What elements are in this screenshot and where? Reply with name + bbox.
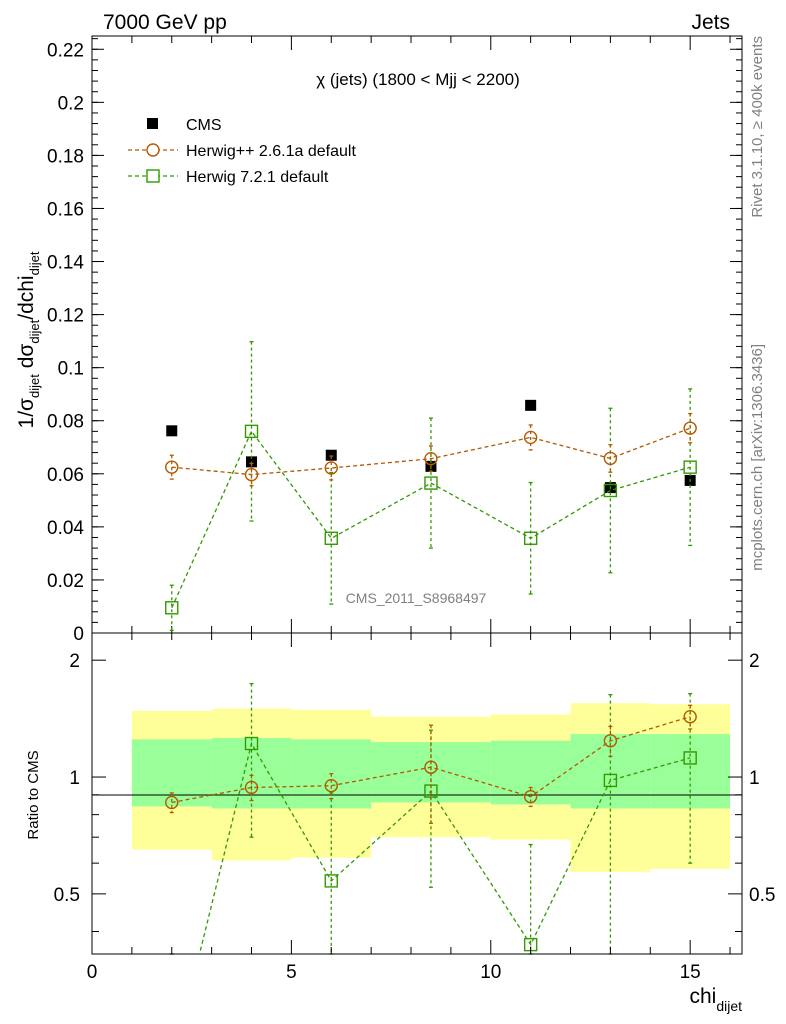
y-axis-label-main: 1/σdijet dσdijet/dchidijet xyxy=(15,251,42,428)
x-tick-label: 5 xyxy=(286,962,297,983)
header-right: Jets xyxy=(691,11,730,34)
ratio-herwig-pp-point xyxy=(523,789,538,804)
x-tick-label: 10 xyxy=(480,962,501,983)
main-panel: 0 0.02 0.04 0.06 0.08 0.1 0.12 0.14 0.16 0.18 0.2 0… xyxy=(15,35,743,645)
herwig7-point xyxy=(324,531,338,545)
main-series xyxy=(165,341,697,631)
herwig-pp-point xyxy=(165,460,179,474)
ratio-herwig7-point xyxy=(244,736,259,751)
ratio-herwig7-point xyxy=(603,773,618,788)
plot-title: χ (jets) (1800 < Mjj < 2200) xyxy=(316,70,520,89)
y-tick-label: 0.16 xyxy=(47,199,84,220)
legend-item-herwig-pp: Herwig++ 2.6.1a default xyxy=(128,143,356,160)
herwig7-point xyxy=(165,601,179,615)
herwig7-point xyxy=(523,531,538,545)
rivet-label: Rivet 3.1.10, ≥ 400k events xyxy=(749,36,766,218)
cms-point xyxy=(325,449,337,461)
ratio-herwig-pp-point xyxy=(165,795,179,810)
ratio-herwig7-point xyxy=(424,784,438,798)
legend-marker-cms xyxy=(147,118,158,129)
herwig7-point xyxy=(244,424,259,439)
x-axis-label: chidijet xyxy=(689,985,742,1014)
herwig7-point xyxy=(424,476,438,490)
herwig-pp-point xyxy=(424,451,438,466)
y-tick-label: 0.04 xyxy=(47,518,84,539)
cms-point xyxy=(166,425,178,437)
y-tick-label: 0.18 xyxy=(47,146,84,167)
ratio-herwig7-point xyxy=(683,751,697,765)
ratio-panel: 0.5 0.5 1 1 2 2 0 5 10 15 Ratio to CMS chidijet xyxy=(25,632,775,1014)
ratio-y-tick-label: 2 xyxy=(69,651,80,672)
ratio-y-tick-label-right: 0.5 xyxy=(749,885,775,906)
y-tick-label: 0.14 xyxy=(47,253,84,274)
cms-point xyxy=(525,399,537,411)
legend-marker-herwig-pp xyxy=(146,143,160,157)
analysis-id: CMS_2011_S8968497 xyxy=(346,590,487,606)
y-tick-label: 0.22 xyxy=(47,40,84,61)
legend-item-herwig7: Herwig 7.2.1 default xyxy=(128,169,329,186)
legend-marker-herwig7 xyxy=(146,169,160,183)
herwig7-point xyxy=(683,460,697,474)
ratio-herwig-pp-point xyxy=(603,734,618,748)
y-tick-label: 0.1 xyxy=(58,359,84,380)
x-tick-label: 15 xyxy=(680,962,701,983)
ratio-series xyxy=(165,683,697,955)
legend: CMS Herwig++ 2.6.1a default Herwig 7.2.1… xyxy=(128,117,356,186)
y-tick-label: 0.08 xyxy=(47,412,84,433)
herwig-pp-point xyxy=(603,451,618,466)
y-tick-label: 0 xyxy=(73,624,84,645)
legend-item-cms: CMS xyxy=(147,117,222,134)
y-tick-label: 0.02 xyxy=(47,571,84,592)
herwig-pp-point xyxy=(523,430,538,445)
herwig7-line xyxy=(171,430,691,609)
ratio-herwig-pp-point xyxy=(424,760,438,774)
ratio-herwig-pp-point xyxy=(244,780,259,795)
herwig7-point xyxy=(603,483,618,498)
ratio-y-tick-label: 0.5 xyxy=(54,885,80,906)
herwig-pp-point xyxy=(324,461,338,475)
y-tick-label: 0.2 xyxy=(58,93,84,114)
x-tick-label: 0 xyxy=(87,962,98,983)
ratio-frame xyxy=(91,632,743,955)
mcplots-label: mcplots.cern.ch [arXiv:1306.3436] xyxy=(749,344,766,571)
ratio-bands xyxy=(131,703,731,872)
ratio-herwig7-point xyxy=(324,874,338,888)
y-tick-label: 0.06 xyxy=(47,465,84,486)
y-tick-label: 0.12 xyxy=(47,306,84,327)
main-axes: 0 0.02 0.04 0.06 0.08 0.1 0.12 0.14 0.16 0.18 0.2 0… xyxy=(47,36,742,645)
ratio-y-tick-label-right: 2 xyxy=(749,651,760,672)
ratio-y-tick-label: 1 xyxy=(69,768,80,789)
ratio-herwig-pp-point xyxy=(324,778,338,793)
ratio-y-tick-label-right: 1 xyxy=(749,768,760,789)
header-left: 7000 GeV pp xyxy=(103,11,227,34)
ratio-herwig-pp-point xyxy=(683,710,697,724)
y-axis-label-ratio: Ratio to CMS xyxy=(25,750,42,839)
legend-label-herwig7: Herwig 7.2.1 default xyxy=(186,169,329,186)
ratio-axes: 0.5 0.5 1 1 2 2 0 5 10 15 xyxy=(54,633,775,983)
herwig-pp-point xyxy=(244,467,259,482)
legend-label-cms: CMS xyxy=(186,117,222,134)
legend-label-herwig-pp: Herwig++ 2.6.1a default xyxy=(186,143,356,160)
herwig-pp-point xyxy=(683,421,697,435)
